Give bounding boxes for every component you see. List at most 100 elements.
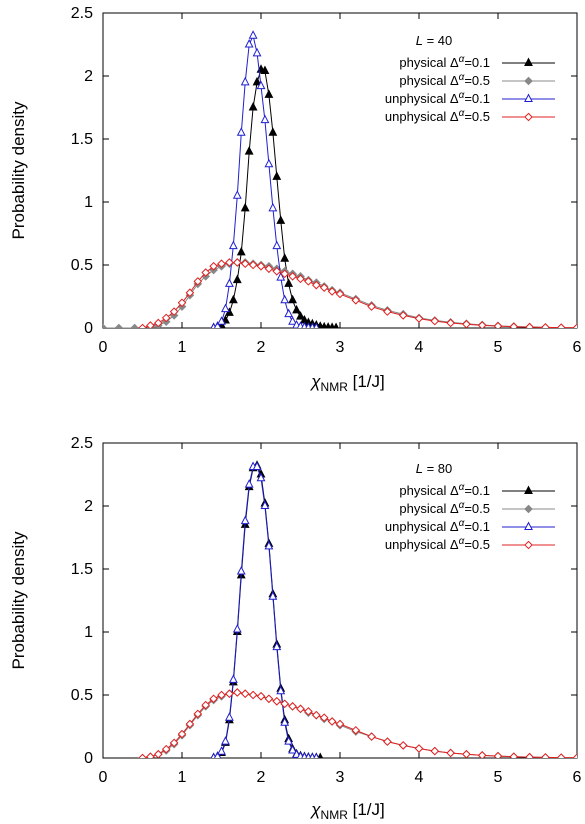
x-tick-label: 1 (178, 769, 187, 786)
data-point (209, 261, 218, 271)
x-tick-label: 5 (494, 769, 503, 786)
data-point (272, 266, 282, 276)
legend-entry-label: unphysical Δα=0.5 (385, 108, 490, 124)
data-point (572, 323, 577, 328)
legend-entry-label: physical Δα=0.1 (399, 482, 490, 498)
series-line (142, 691, 577, 758)
data-point (153, 749, 163, 758)
data-point (169, 307, 179, 316)
data-point (351, 295, 361, 305)
data-point (264, 264, 274, 274)
data-point (276, 685, 286, 695)
data-point (316, 321, 324, 328)
y-tick-label: 2 (84, 68, 93, 85)
data-point (232, 274, 242, 284)
y-tick-label: 1 (84, 624, 93, 641)
data-point (280, 253, 290, 262)
data-point (228, 294, 238, 304)
data-point (446, 748, 455, 758)
data-point (161, 744, 171, 754)
y-tick-label: 2 (84, 498, 93, 515)
data-point (260, 65, 270, 74)
data-point (248, 102, 258, 111)
y-tick-label: 1 (84, 194, 93, 211)
data-point (248, 260, 258, 270)
data-point (367, 302, 376, 311)
y-tick-label: 0 (84, 750, 93, 767)
data-point (477, 751, 487, 758)
data-point (240, 202, 250, 212)
x-tick-label: 0 (99, 339, 108, 356)
data-point (240, 76, 250, 86)
data-point (244, 146, 254, 155)
x-tick-label: 0 (99, 769, 108, 786)
data-point (335, 719, 345, 729)
data-point (280, 269, 290, 279)
legend-title: L = 80 (416, 461, 453, 476)
x-tick-label: 2 (257, 769, 266, 786)
data-point (225, 689, 234, 699)
x-tick-label: 5 (494, 339, 503, 356)
data-point (311, 710, 321, 720)
data-point (217, 746, 226, 755)
data-point (288, 316, 298, 325)
series-unphysical-0_5 (138, 258, 577, 328)
data-point (260, 500, 270, 510)
data-point (296, 704, 305, 714)
data-point (264, 694, 274, 704)
data-point (214, 321, 222, 328)
legend-title: L = 40 (416, 33, 453, 48)
x-tick-label: 6 (573, 769, 582, 786)
data-point (280, 294, 290, 304)
data-point (541, 753, 550, 758)
x-tick-label: 3 (336, 769, 345, 786)
data-point (240, 515, 250, 525)
data-point (252, 461, 262, 470)
data-point (260, 114, 270, 124)
x-tick-label: 2 (257, 339, 266, 356)
y-tick-label: 0.5 (71, 687, 93, 704)
y-axis-label: Probability density (9, 101, 28, 239)
data-point (236, 566, 246, 575)
x-tick-label: 4 (415, 339, 424, 356)
data-point (177, 729, 187, 739)
data-point (224, 712, 234, 721)
data-point (185, 288, 195, 298)
data-point (201, 700, 211, 710)
series-unphysical-0_1 (210, 30, 320, 328)
legend-entry-marker (524, 57, 533, 67)
data-point (319, 713, 329, 722)
data-point (313, 752, 320, 758)
data-point (509, 752, 519, 758)
data-point (398, 311, 408, 320)
data-point (556, 323, 566, 328)
series-line (213, 69, 337, 328)
data-point (276, 272, 286, 281)
data-point (333, 322, 339, 328)
data-point (232, 258, 242, 267)
data-point (284, 308, 294, 318)
legend: L = 80 physical Δα=0.1 physical Δα=0.5 unph… (385, 461, 555, 552)
data-point (351, 725, 361, 735)
data-point (256, 80, 266, 90)
legend-entry-marker (524, 112, 533, 122)
legend-entry-label: physical Δα=0.1 (399, 54, 490, 70)
data-point (244, 39, 254, 48)
data-point (280, 699, 290, 709)
data-point (146, 321, 155, 328)
legend-entry-label: unphysical Δα=0.1 (385, 518, 490, 534)
data-point (296, 751, 305, 758)
series-physical-0_1 (210, 64, 339, 328)
data-point (248, 690, 258, 700)
data-point (280, 717, 290, 726)
data-point (313, 322, 320, 328)
series-line (142, 691, 577, 758)
data-point (493, 751, 503, 758)
y-tick-label: 1.5 (71, 561, 93, 578)
data-point (525, 752, 534, 758)
data-point (221, 736, 230, 745)
data-point (252, 76, 262, 86)
data-point (414, 744, 424, 753)
data-point (288, 702, 297, 711)
